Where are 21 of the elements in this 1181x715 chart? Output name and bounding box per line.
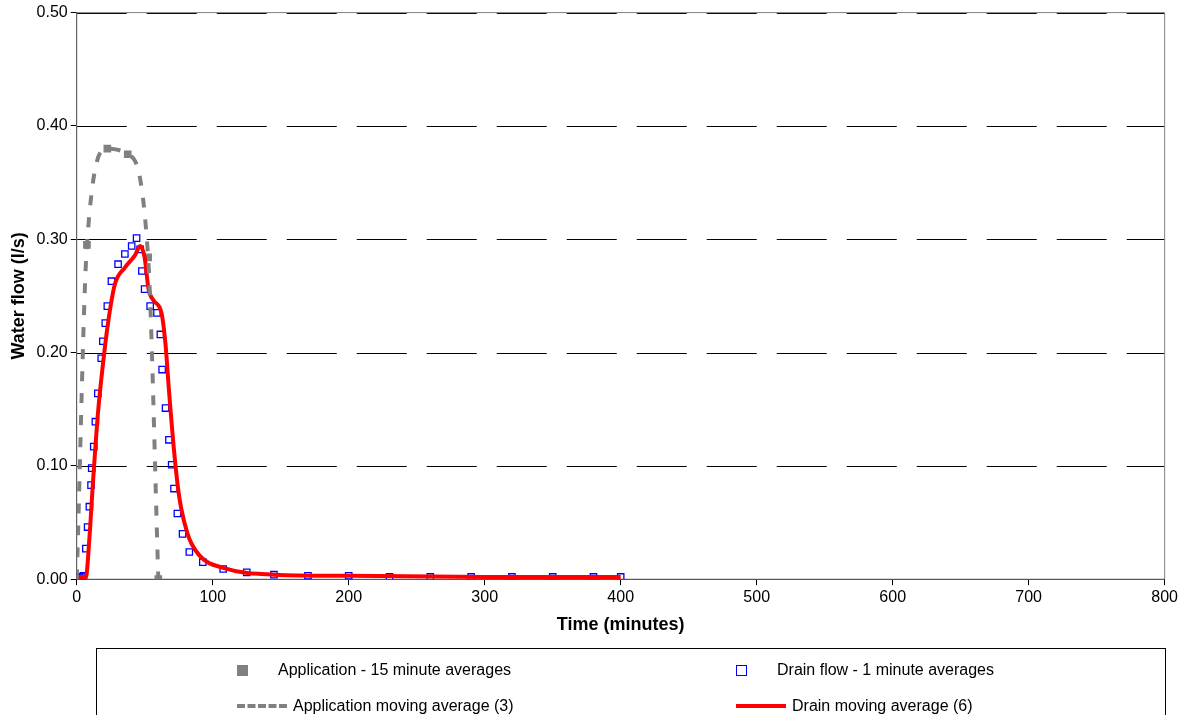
- y-axis-title: Water flow (l/s): [7, 232, 28, 360]
- legend-label: Application - 15 minute averages: [278, 661, 512, 679]
- x-tick-label: 100: [199, 588, 227, 606]
- x-tick-label: 500: [743, 588, 771, 606]
- x-tick-label: 200: [335, 588, 363, 606]
- x-tick-label: 700: [1015, 588, 1043, 606]
- y-tick-label: 0.40: [36, 116, 68, 134]
- x-tick-label: 0: [72, 588, 82, 606]
- legend-label: Drain flow - 1 minute averages: [777, 661, 994, 679]
- x-tick-label: 300: [471, 588, 499, 606]
- legend-label: Drain moving average (6): [792, 697, 973, 715]
- x-tick-label: 400: [607, 588, 635, 606]
- y-tick-label: 0.10: [36, 456, 68, 474]
- legend-label: Application moving average (3): [293, 697, 514, 715]
- y-tick-label: 0.20: [36, 342, 68, 360]
- x-axis-title: Time (minutes): [556, 614, 685, 635]
- y-tick-label: 0.00: [36, 569, 68, 587]
- y-tick-label: 0.30: [36, 229, 68, 247]
- y-tick-label: 0.50: [36, 3, 68, 21]
- x-tick-label: 600: [879, 588, 907, 606]
- x-tick-label: 800: [1151, 588, 1179, 606]
